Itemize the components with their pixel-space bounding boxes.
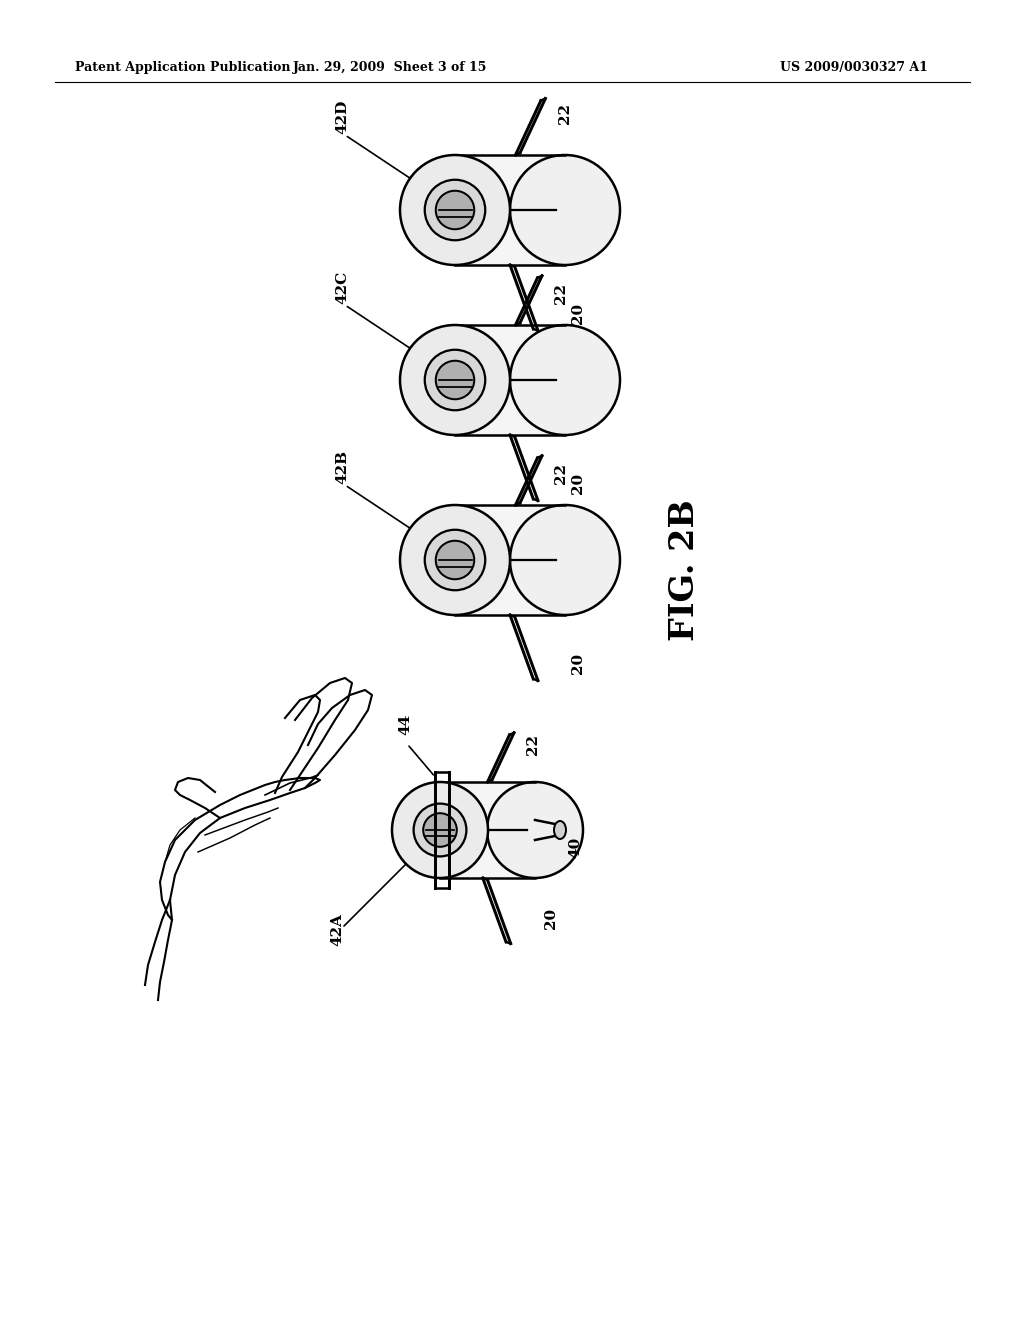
Text: 42A: 42A [330, 913, 344, 946]
Ellipse shape [400, 325, 510, 436]
Ellipse shape [425, 350, 485, 411]
Text: 22: 22 [525, 734, 540, 755]
Polygon shape [440, 781, 535, 878]
Text: 20: 20 [571, 473, 585, 494]
Ellipse shape [436, 360, 474, 399]
Ellipse shape [414, 804, 466, 857]
Text: 42B: 42B [335, 450, 349, 484]
Text: US 2009/0030327 A1: US 2009/0030327 A1 [780, 62, 928, 74]
Polygon shape [455, 325, 565, 436]
Ellipse shape [510, 506, 620, 615]
Ellipse shape [436, 191, 474, 230]
Ellipse shape [400, 154, 510, 265]
Ellipse shape [425, 529, 485, 590]
Text: Jan. 29, 2009  Sheet 3 of 15: Jan. 29, 2009 Sheet 3 of 15 [293, 62, 487, 74]
Text: 44: 44 [398, 714, 413, 735]
Ellipse shape [510, 154, 620, 265]
Text: 42D: 42D [335, 100, 349, 135]
Polygon shape [455, 506, 565, 615]
Text: 40: 40 [568, 837, 582, 858]
Text: FIG. 2B: FIG. 2B [669, 499, 701, 642]
Polygon shape [455, 154, 565, 265]
Text: 20: 20 [544, 908, 558, 929]
Text: 22: 22 [554, 462, 567, 483]
Text: 20: 20 [571, 302, 585, 323]
Ellipse shape [400, 506, 510, 615]
Ellipse shape [392, 781, 488, 878]
Ellipse shape [423, 813, 457, 847]
Text: Patent Application Publication: Patent Application Publication [75, 62, 291, 74]
Ellipse shape [487, 781, 583, 878]
Text: 22: 22 [558, 103, 572, 124]
Ellipse shape [510, 325, 620, 436]
Ellipse shape [554, 821, 566, 840]
Text: 22: 22 [554, 282, 567, 304]
Text: 42C: 42C [335, 271, 349, 304]
Ellipse shape [436, 541, 474, 579]
Text: 20: 20 [571, 652, 585, 673]
Ellipse shape [425, 180, 485, 240]
